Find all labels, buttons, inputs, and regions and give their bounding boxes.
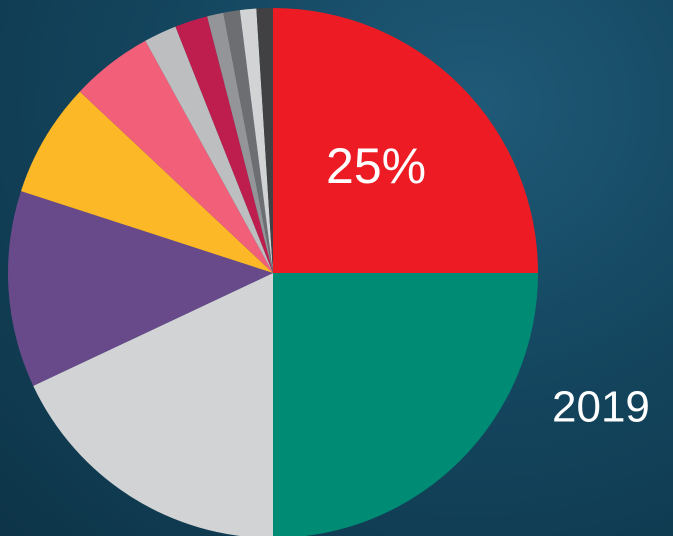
pie-slice — [79, 40, 274, 273]
pie-slice — [145, 26, 273, 273]
value-label: 25% — [326, 138, 426, 194]
pie-slice — [256, 8, 273, 273]
pie-slice — [239, 8, 273, 273]
pie-slice — [223, 10, 273, 274]
pie — [7, 8, 538, 536]
pie-slice — [273, 8, 538, 273]
pie-slice — [7, 191, 273, 386]
pie-slice — [273, 273, 538, 536]
pie-slice — [33, 273, 273, 536]
annotation: 2019 — [552, 383, 650, 432]
pie-slice — [207, 12, 273, 273]
pie-slice — [20, 91, 273, 273]
pie-slice — [175, 16, 273, 273]
